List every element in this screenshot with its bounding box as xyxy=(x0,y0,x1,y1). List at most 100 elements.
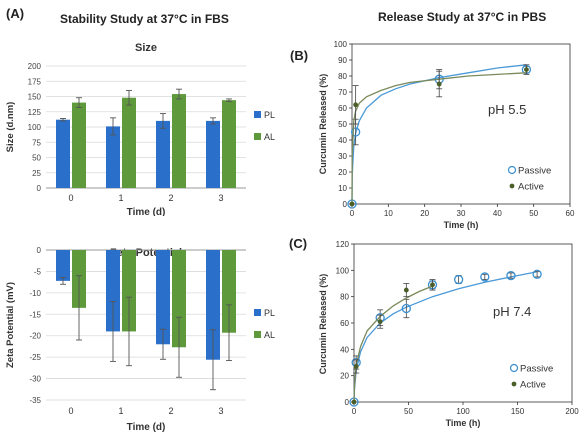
y-tick-label: 10 xyxy=(338,184,347,193)
y-tick-label: -10 xyxy=(29,289,41,298)
legend-label-passive: Passive xyxy=(520,364,553,375)
y-axis-title: Size (d.nm) xyxy=(5,102,16,153)
bar-al xyxy=(222,100,236,188)
x-tick-label: 0 xyxy=(352,407,357,416)
point-passive xyxy=(453,274,464,285)
x-tick-label: 150 xyxy=(511,407,525,416)
bar-pl xyxy=(206,120,220,188)
x-tick-label: 0 xyxy=(68,406,73,416)
bar-al xyxy=(72,102,86,188)
fit-line-active xyxy=(353,285,433,403)
ph-annotation: pH 7.4 xyxy=(493,304,531,319)
y-tick-label: 0 xyxy=(37,246,42,255)
fit-line-passive xyxy=(353,271,538,403)
x-tick-label: 200 xyxy=(565,407,579,416)
legend-swatch-pl xyxy=(254,309,261,316)
legend-swatch-al xyxy=(254,133,261,140)
x-tick-label: 2 xyxy=(168,193,173,203)
legend-marker-passive xyxy=(509,363,519,373)
x-axis-title: Time (h) xyxy=(444,220,479,230)
fit-line-passive xyxy=(351,64,527,205)
y-tick-label: 20 xyxy=(340,372,349,381)
panel-c-label: (C) xyxy=(289,236,308,251)
point-active xyxy=(349,201,355,207)
y-tick-label: 50 xyxy=(338,120,347,129)
y-tick-label: 125 xyxy=(28,108,42,117)
bar-pl xyxy=(56,250,70,281)
x-tick-label: 0 xyxy=(350,209,355,218)
y-tick-label: 100 xyxy=(336,266,350,275)
fit-line-active xyxy=(351,72,527,205)
x-tick-label: 3 xyxy=(218,406,223,416)
legend-label-al: AL xyxy=(264,330,275,340)
right-heading: Release Study at 37°C in PBS xyxy=(378,10,547,24)
point-passive xyxy=(480,272,490,282)
y-tick-label: -15 xyxy=(29,310,41,319)
bar-al xyxy=(172,250,186,348)
y-tick-label: -30 xyxy=(29,375,41,384)
bar-al xyxy=(222,250,236,333)
legend-label-pl: PL xyxy=(264,308,275,318)
x-axis-title: Time (d) xyxy=(127,422,166,433)
bar-al xyxy=(172,94,186,188)
y-tick-label: 0 xyxy=(343,200,348,209)
y-tick-label: 75 xyxy=(32,138,41,147)
point-active xyxy=(351,399,357,405)
x-tick-label: 10 xyxy=(384,209,393,218)
y-tick-label: 150 xyxy=(28,93,42,102)
legend-marker-passive xyxy=(507,165,517,175)
y-tick-label: 60 xyxy=(338,104,347,113)
bar-pl xyxy=(206,250,220,360)
plot-area-border xyxy=(351,43,571,205)
x-tick-label: 60 xyxy=(566,209,575,218)
legend-label-passive: Passive xyxy=(518,166,551,177)
legend-marker-active xyxy=(511,381,517,387)
y-tick-label: 0 xyxy=(345,398,350,407)
y-tick-label: -35 xyxy=(29,396,41,405)
zeta-chart: Zeta Potential 0 -5 -10 -15 -20 -25 -30 -35 0 1 2 3 P… xyxy=(5,246,275,433)
y-tick-label: 60 xyxy=(340,319,349,328)
y-axis-title: Curcumin Released (%) xyxy=(318,74,328,175)
bar-pl xyxy=(156,250,170,345)
ph55-chart: 0 10 20 30 40 50 60 70 80 90 100 0 10 20 30 40 50 60 Passi… xyxy=(318,40,575,230)
y-axis-title: Zeta Potential (mV) xyxy=(5,282,16,368)
y-tick-label: -20 xyxy=(29,332,41,341)
legend-swatch-al xyxy=(254,331,261,338)
y-tick-label: 200 xyxy=(28,62,42,71)
panel-a-label: (A) xyxy=(6,6,25,21)
y-tick-label: 40 xyxy=(340,345,349,354)
bar-al xyxy=(122,250,136,332)
x-tick-label: 100 xyxy=(456,407,470,416)
bar-pl xyxy=(56,119,70,188)
x-tick-label: 1 xyxy=(118,193,123,203)
chart-title: Size xyxy=(135,42,157,54)
legend-label-al: AL xyxy=(264,132,275,142)
x-tick-label: 50 xyxy=(529,209,538,218)
x-tick-label: 2 xyxy=(168,406,173,416)
x-tick-label: 0 xyxy=(68,193,73,203)
point-passive xyxy=(506,270,516,281)
point-active xyxy=(353,102,359,108)
x-tick-label: 40 xyxy=(493,209,502,218)
bar-al xyxy=(122,97,136,188)
y-tick-label: -25 xyxy=(29,353,41,362)
x-tick-label: 1 xyxy=(118,406,123,416)
size-chart: Size 0 25 50 75 100 125 150 175 200 0 1 2 3 PL AL Time (… xyxy=(5,42,275,216)
y-tick-label: 50 xyxy=(32,154,41,163)
y-tick-label: 70 xyxy=(338,88,347,97)
x-tick-label: 30 xyxy=(457,209,466,218)
x-tick-label: 3 xyxy=(218,193,223,203)
y-tick-label: 40 xyxy=(338,136,347,145)
chart-title: Zeta Potential xyxy=(110,247,182,259)
point-active xyxy=(403,287,409,293)
y-tick-label: 90 xyxy=(338,56,347,65)
panel-b-label: (B) xyxy=(290,48,309,63)
bar-pl xyxy=(106,250,120,332)
legend-label-pl: PL xyxy=(264,110,275,120)
bar-pl xyxy=(156,120,170,188)
y-tick-label: 100 xyxy=(334,40,348,49)
ph74-chart: 0 20 40 60 80 100 120 0 50 100 150 200 Passive Active… xyxy=(318,240,579,428)
x-tick-label: 50 xyxy=(404,407,413,416)
x-axis-title: Time (d) xyxy=(127,207,166,216)
left-heading: Stability Study at 37°C in FBS xyxy=(60,12,229,26)
